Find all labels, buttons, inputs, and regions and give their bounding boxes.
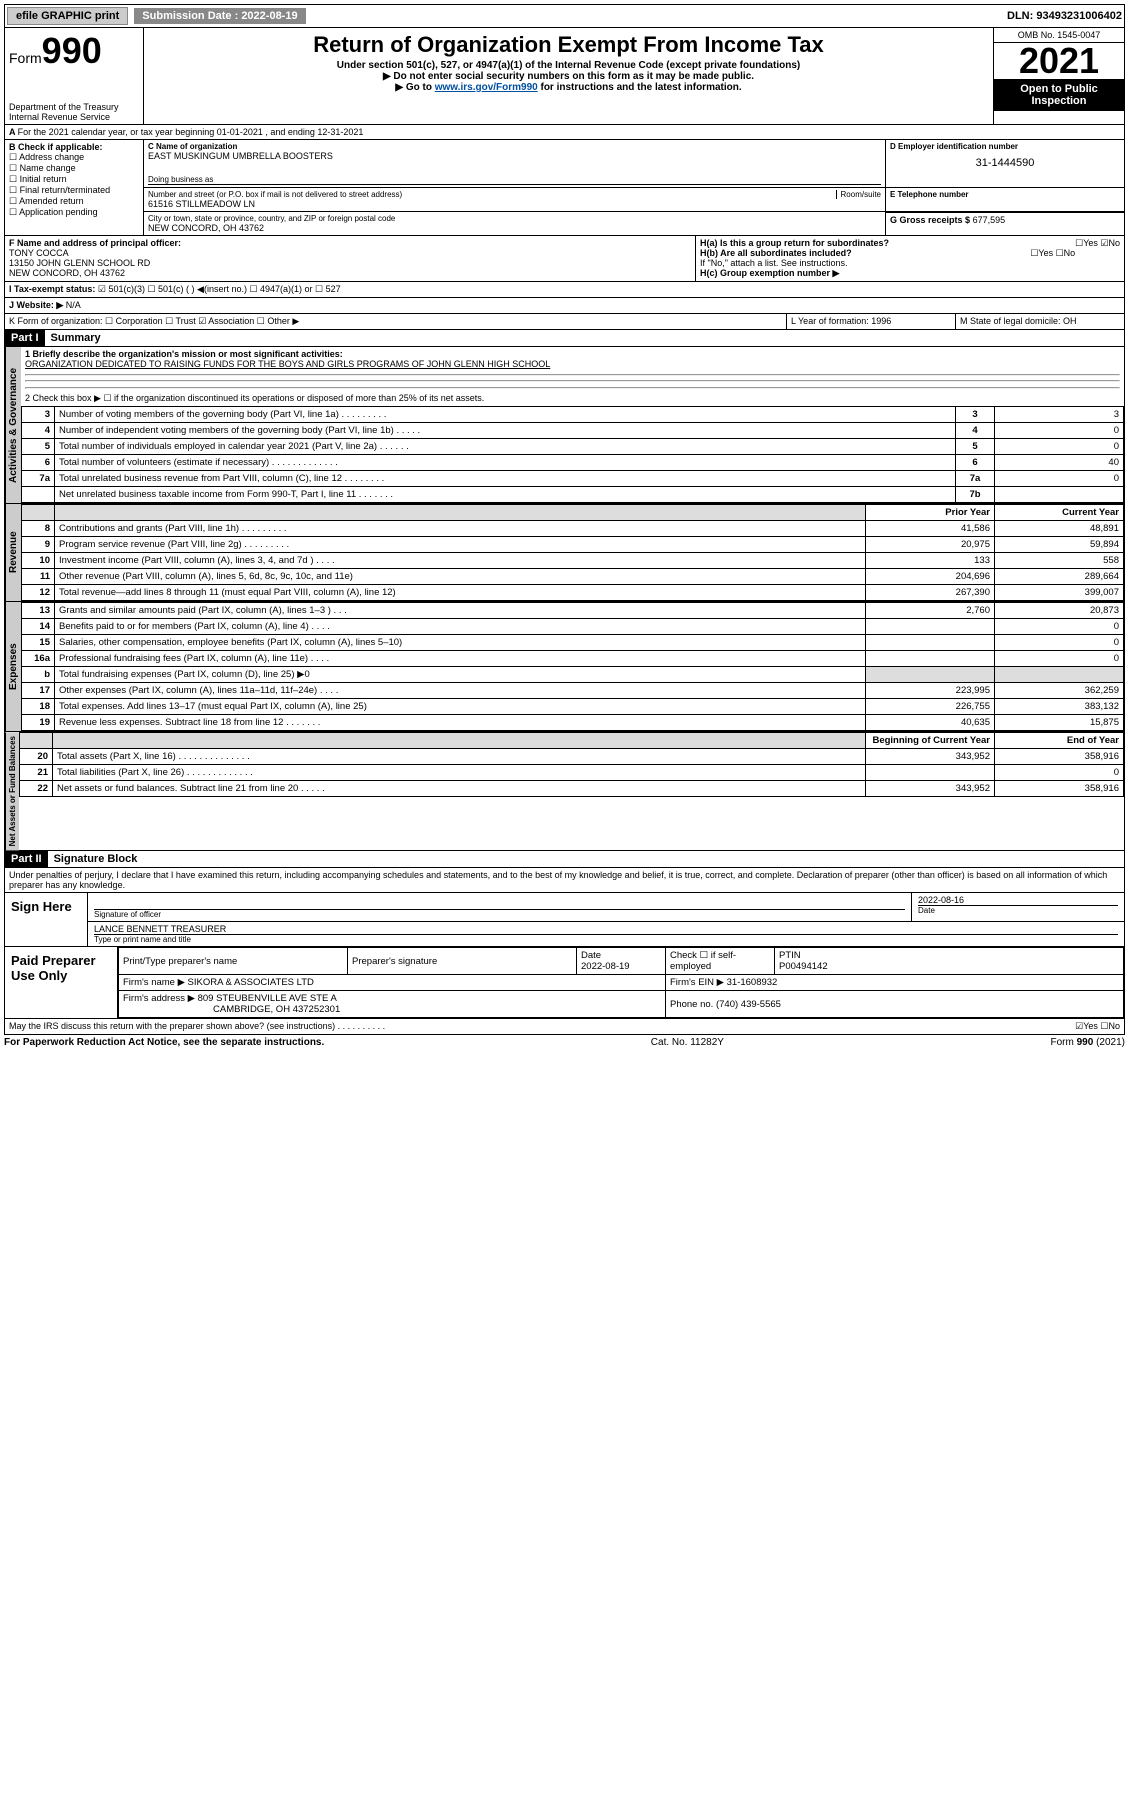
ein-label: D Employer identification number [890,142,1120,151]
q2[interactable]: 2 Check this box ▶ ☐ if the organization… [25,393,1120,404]
prep-sig-hdr: Preparer's signature [348,948,577,975]
h-b: H(b) Are all subordinates included? ☐Yes… [700,248,1120,258]
chk-initial-return[interactable]: Initial return [9,174,139,185]
part-2-title: Signature Block [48,851,144,867]
tax-exempt-options[interactable]: ☑ 501(c)(3) ☐ 501(c) ( ) ◀(insert no.) ☐… [98,284,341,294]
chk-amended-return[interactable]: Amended return [9,196,139,207]
firm-ein: 31-1608932 [727,977,778,988]
form-of-org[interactable]: K Form of organization: ☐ Corporation ☐ … [5,314,787,329]
sig-officer-label: Signature of officer [94,910,905,919]
line-a: A For the 2021 calendar year, or tax yea… [5,125,1124,139]
form-number: Form990 [9,30,139,72]
firm-phone-label: Phone no. [670,999,713,1010]
submission-date: Submission Date : 2022-08-19 [134,8,305,24]
officer-name: TONY COCCA [9,248,691,258]
city-label: City or town, state or province, country… [148,214,881,223]
expenses-table: 13Grants and similar amounts paid (Part … [21,602,1124,731]
chk-name-change[interactable]: Name change [9,163,139,174]
officer-addr2: NEW CONCORD, OH 43762 [9,268,691,278]
prep-self-emp[interactable]: Check ☐ if self-employed [666,948,775,975]
chk-final-return[interactable]: Final return/terminated [9,185,139,196]
subtitle-2: ▶ Do not enter social security numbers o… [148,71,989,82]
website-label: J Website: ▶ [9,300,63,310]
h-b-answer[interactable]: ☐Yes ☐No [1030,248,1075,259]
firm-ein-label: Firm's EIN ▶ [670,977,724,988]
vtab-expenses: Expenses [5,602,21,731]
q1-value: ORGANIZATION DEDICATED TO RAISING FUNDS … [25,359,1120,369]
irs-link[interactable]: www.irs.gov/Form990 [435,82,538,93]
printed-name-label: Type or print name and title [94,934,1118,944]
governance-table: 3Number of voting members of the governi… [21,406,1124,503]
chk-application-pending[interactable]: Application pending [9,207,139,218]
officer-label: F Name and address of principal officer: [9,238,691,248]
gross-receipts-value: 677,595 [973,215,1006,225]
form-title: Return of Organization Exempt From Incom… [148,32,989,58]
year-formation: L Year of formation: 1996 [787,314,956,329]
firm-name: SIKORA & ASSOCIATES LTD [188,977,314,988]
sig-date: 2022-08-16 [918,895,1118,905]
top-bar: efile GRAPHIC print Submission Date : 20… [4,4,1125,28]
discuss-question: May the IRS discuss this return with the… [9,1021,385,1031]
firm-addr2: CAMBRIDGE, OH 437252301 [213,1004,340,1015]
vtab-governance: Activities & Governance [5,347,21,503]
prep-date-hdr: Date2022-08-19 [577,948,666,975]
officer-addr1: 13150 JOHN GLENN SCHOOL RD [9,258,691,268]
org-name: EAST MUSKINGUM UMBRELLA BOOSTERS [148,151,881,161]
tax-year: 2021 [994,43,1124,79]
part-2-header: Part II [5,851,48,867]
org-name-label: C Name of organization [148,142,881,151]
subtitle-3: ▶ Go to www.irs.gov/Form990 for instruct… [148,82,989,93]
footer-right: Form 990 (2021) [1051,1037,1125,1048]
website-value: N/A [66,300,81,310]
part-1-title: Summary [45,330,107,346]
chk-address-change[interactable]: Address change [9,152,139,163]
dept-treasury: Department of the Treasury [9,102,139,112]
tax-exempt-label: I Tax-exempt status: [9,284,95,294]
prep-ptin: PTINP00494142 [775,948,1124,975]
gross-receipts-label: G Gross receipts $ [890,215,970,225]
net-assets-table: Beginning of Current YearEnd of Year20To… [19,732,1124,797]
firm-phone: (740) 439-5565 [716,999,781,1010]
firm-addr-label: Firm's address ▶ [123,993,195,1004]
q1-label: 1 Briefly describe the organization's mi… [25,349,1120,359]
firm-name-label: Firm's name ▶ [123,977,185,988]
h-c: H(c) Group exemption number ▶ [700,268,1120,279]
section-b: B Check if applicable: Address change Na… [5,140,144,235]
paid-preparer-label: Paid Preparer Use Only [5,947,118,1018]
vtab-net-assets: Net Assets or Fund Balances [5,732,19,850]
h-a: H(a) Is this a group return for subordin… [700,238,1120,248]
sig-date-label: Date [918,905,1118,915]
addr-label: Number and street (or P.O. box if mail i… [148,190,881,199]
dln: DLN: 93493231006402 [1007,10,1122,22]
h-a-answer[interactable]: ☐Yes ☑No [1075,238,1120,249]
firm-addr1: 809 STEUBENVILLE AVE STE A [198,993,337,1004]
irs-label: Internal Revenue Service [9,112,139,122]
discuss-answer[interactable]: ☑Yes ☐No [1075,1021,1120,1032]
ein-value: 31-1444590 [890,151,1120,169]
city-state-zip: NEW CONCORD, OH 43762 [148,223,881,233]
vtab-revenue: Revenue [5,504,21,601]
state-domicile: M State of legal domicile: OH [956,314,1124,329]
phone-label: E Telephone number [890,190,1120,199]
prep-name-hdr: Print/Type preparer's name [119,948,348,975]
efile-button[interactable]: efile GRAPHIC print [7,7,128,25]
dba-label: Doing business as [148,175,881,185]
part-1-header: Part I [5,330,45,346]
footer-left: For Paperwork Reduction Act Notice, see … [4,1037,324,1048]
subtitle-1: Under section 501(c), 527, or 4947(a)(1)… [148,60,989,71]
perjury-declaration: Under penalties of perjury, I declare th… [5,868,1124,892]
footer-mid: Cat. No. 11282Y [651,1037,724,1048]
officer-printed-name: LANCE BENNETT TREASURER [94,924,1118,934]
h-note: If "No," attach a list. See instructions… [700,258,1120,268]
form-header: Form990 Department of the Treasury Inter… [4,28,1125,125]
revenue-table: Prior YearCurrent Year8Contributions and… [21,504,1124,601]
open-inspection-badge: Open to Public Inspection [994,79,1124,111]
street-address: 61516 STILLMEADOW LN [148,199,881,209]
sign-here-label: Sign Here [5,893,88,946]
